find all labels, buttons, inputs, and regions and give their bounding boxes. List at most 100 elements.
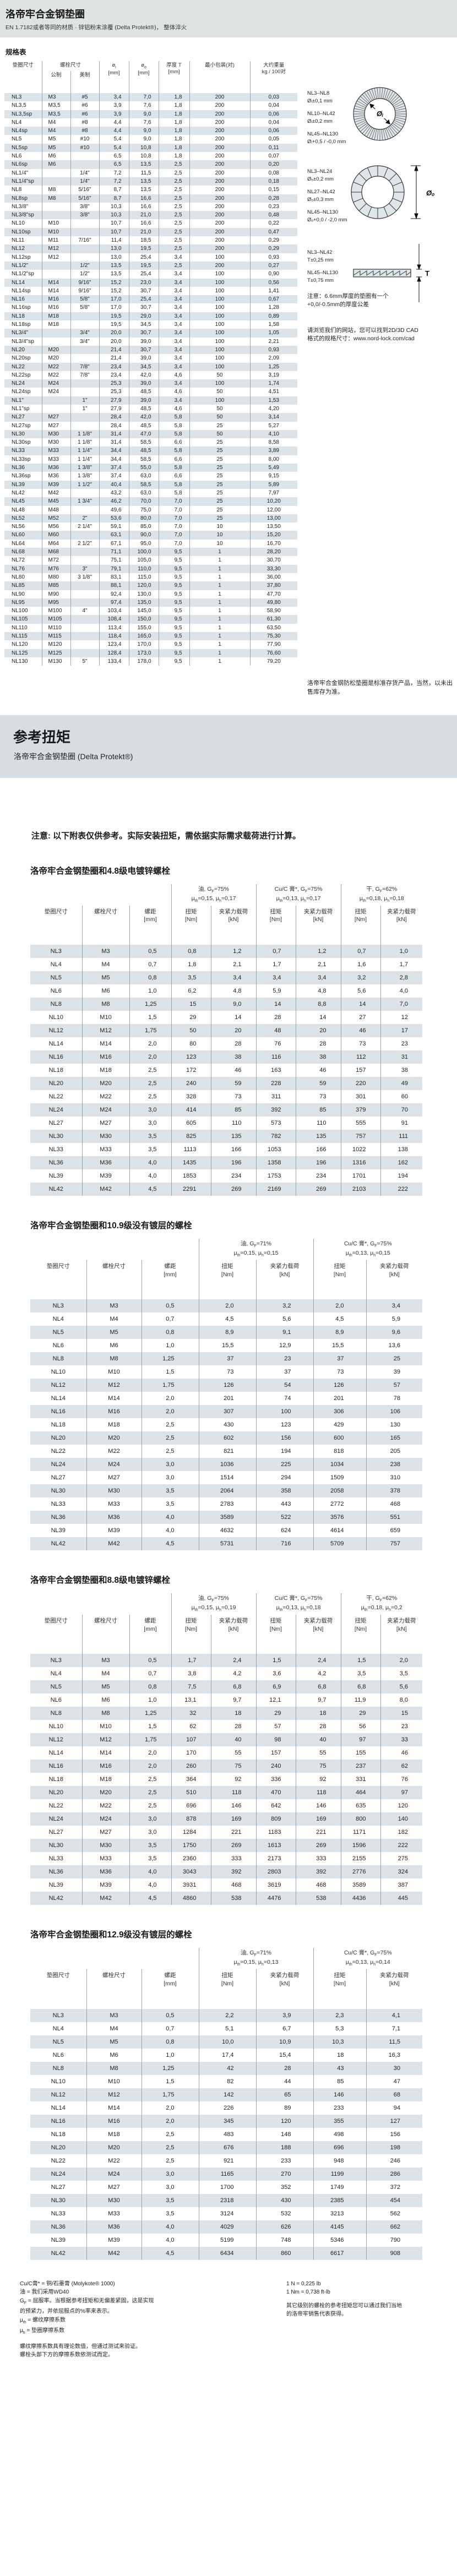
table-cell: 58,5	[128, 480, 159, 489]
table-cell: 3/8"	[70, 211, 100, 220]
table-cell: M6	[81, 984, 129, 998]
table-cell: 454	[366, 2193, 422, 2207]
table-cell: 4,0	[129, 1169, 171, 1183]
table-cell: 1113	[171, 1143, 211, 1157]
table-cell: 1,0	[380, 945, 422, 958]
table-cell: 4,51	[249, 388, 298, 396]
table-cell: M5	[81, 971, 129, 985]
table-cell: NL3,5sp	[4, 110, 42, 118]
table-cell: 4,0	[141, 1511, 199, 1524]
table-cell: 140	[380, 1812, 422, 1826]
table-row: NL100 M100 4" 103,4 145,0 9,5 1 58,90	[4, 607, 298, 616]
table-cell: 1750	[171, 1839, 211, 1853]
text-line: Cu/C膏* = 铜/石墨膏 (Molykote® 1000)	[20, 2280, 115, 2287]
table-cell: M3	[41, 93, 70, 102]
table-cell: 3,2	[340, 971, 380, 985]
table-cell: 25	[189, 438, 251, 447]
table-cell: 294	[255, 1471, 313, 1485]
washer-section-diagram: T	[353, 244, 429, 302]
table-cell: NL110	[12, 624, 28, 631]
table-row: NL72 M72 75,1 105,0 9,5 1 30,70	[4, 556, 298, 565]
table-cell: 2318	[198, 2193, 256, 2207]
table-cell: M18	[86, 1418, 142, 1432]
table-cell: M39	[81, 1169, 129, 1183]
table-row: NL30 M30 3,5 2064 358 2058 378	[30, 1484, 422, 1498]
table-cell: M14	[41, 278, 70, 287]
col-header-metric: 公制	[41, 71, 70, 93]
table-cell: 48,5	[128, 421, 159, 430]
table-cell: 429	[313, 1418, 366, 1432]
table-cell: 34,4	[99, 455, 129, 464]
table-row: NL3 M3 0,5 0,8 1,2 0,7 1,2 0,7 1,0	[30, 945, 422, 958]
table-row: NL105 M105 108,4 150,0 9,5 1 61,30	[4, 615, 298, 624]
col-header-bolt: 螺栓尺寸	[86, 1260, 142, 1300]
table-cell: 1701	[340, 1169, 380, 1183]
heading-table-4-8: 洛帝牢合金钢垫圈和4.8级电镀锌螺栓	[30, 867, 171, 876]
table-cell: 16,6	[128, 219, 159, 228]
table-row: NL64 M64 2 1/2" 67,1 95,0 7,0 10 16,70	[4, 539, 298, 548]
table-cell: M8	[41, 186, 70, 194]
table-cell: 21,4	[99, 345, 129, 355]
table-cell: 3,5	[129, 1852, 171, 1866]
table-cell: 2,4	[295, 1654, 341, 1668]
table-cell: 3,5	[141, 2193, 199, 2207]
table-cell: 602	[198, 1431, 256, 1445]
table-row: NL16sp M16 5/8" 17,0 30,7 3,4 100 1,28	[4, 303, 298, 312]
table-cell: 42	[198, 2061, 256, 2075]
table-cell: 2,0	[198, 1299, 256, 1313]
torque-banner-title: 参考扭矩	[13, 729, 71, 745]
col-header-clamp: 夹紧力载荷 [kN]	[380, 1615, 422, 1654]
heading-table-10-9: 洛帝牢合金钢垫圈和10.9级没有镀层的螺栓	[30, 1221, 192, 1231]
table-cell: 13,6	[366, 1339, 422, 1353]
table-row: NL3/4"sp 3/4" 20,0 39,0 3,4 100 2,21	[4, 337, 298, 346]
table-cell: M3,5	[41, 101, 70, 110]
table-cell: 1	[189, 615, 251, 624]
table-cell: M10	[81, 1011, 129, 1025]
table-cell: 600	[313, 1431, 366, 1445]
table-cell: 112	[340, 1050, 380, 1064]
table-cell: 4614	[313, 1524, 366, 1538]
table-cell: 14	[295, 1011, 341, 1025]
table-cell: M85	[41, 581, 70, 590]
table-cell: 25	[189, 488, 251, 498]
table-cell: 0,28	[249, 194, 298, 203]
table-cell: NL20	[30, 1786, 82, 1800]
table-cell: 10	[189, 522, 251, 531]
table-cell: 200	[189, 160, 251, 169]
table-cell: 115,0	[128, 573, 159, 582]
table-cell: 68	[366, 2088, 422, 2101]
group-header-cuc: Cu/C 膏*, GF=75% μth=0,13, μh=0,17	[255, 884, 341, 906]
table-cell: 6617	[313, 2246, 366, 2260]
table-row: NL3 M3 0,5 1,7 2,4 1,5 2,4 1,5 2,0	[30, 1654, 422, 1668]
table-cell: 100	[189, 354, 251, 363]
table-cell: M20	[41, 354, 70, 363]
table-cell: M5	[86, 2035, 142, 2049]
table-cell: 3,4	[210, 971, 256, 985]
table-cell: NL3	[30, 1299, 86, 1313]
table-cell: 1,53	[249, 396, 298, 405]
table-row: NL42 M42 4,5 6434 860 6617 908	[30, 2246, 422, 2260]
table-cell: 269	[210, 1183, 256, 1196]
table-row: NL27 M27 28,4 42,0 5,8 50 3,14	[4, 413, 298, 422]
table-cell: M12	[41, 244, 70, 253]
table-cell: 13,0	[99, 253, 129, 262]
table-cell: 20,0	[99, 329, 129, 337]
table-row: NL12 M12 1,75 142 65 146 68	[30, 2088, 422, 2101]
table-cell: 2,5	[158, 244, 190, 253]
table-row: NL4 M4 0,7 3,8 4,2 3,6 4,2 3,5 3,5	[30, 1667, 422, 1681]
table-cell: 0,11	[249, 143, 298, 153]
text-line: 螺栓头部下方的摩擦系数依测试而定。	[20, 2352, 113, 2359]
col-header-bolt: 螺栓尺寸	[41, 61, 100, 71]
table-cell: 1 3/4"	[70, 497, 100, 506]
table-cell: #10	[70, 135, 100, 144]
table-cell: 29,0	[128, 312, 159, 321]
table-cell: NL14	[51, 2104, 66, 2111]
table-cell: 15,2	[99, 278, 129, 287]
table-cell: 200	[189, 194, 251, 203]
table-row: NL85 M85 88,1 120,0 9,5 1 37,80	[4, 581, 298, 590]
table-cell: 3,5	[141, 1484, 199, 1498]
table-row: NL5 M5 0,8 10,0 10,9 10,3 11,5	[30, 2035, 422, 2049]
table-cell: 16,6	[128, 194, 159, 203]
col-header-torque: 扭矩 [Nm]	[340, 905, 380, 945]
table-cell: M16	[86, 1405, 142, 1419]
